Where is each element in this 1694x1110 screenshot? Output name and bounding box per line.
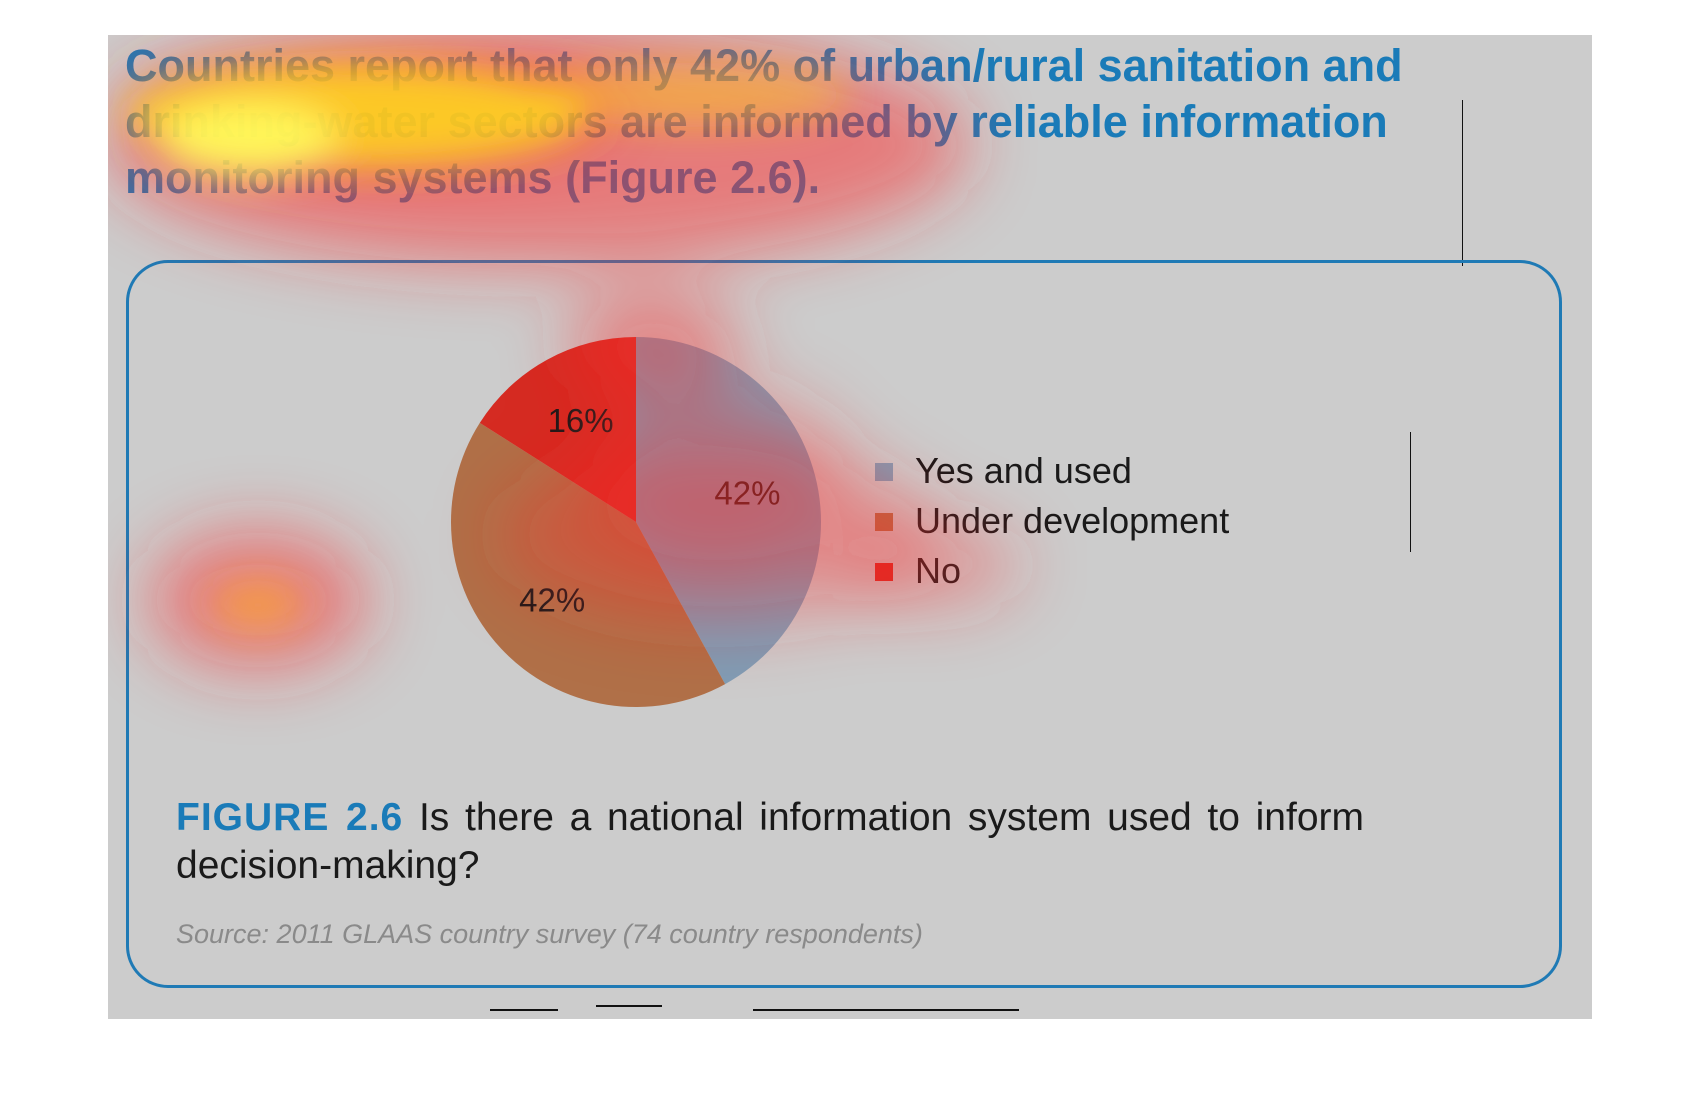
pie-label-no: 16% (548, 402, 614, 439)
legend-swatch-under-development (875, 513, 893, 531)
legend-swatch-yes-and-used (875, 463, 893, 481)
figure-caption-text: Is there a national information system u… (176, 796, 1364, 887)
underline-stub-3 (753, 1009, 1019, 1011)
chart-legend: Yes and used Under development No (875, 446, 1229, 596)
legend-item-no: No (875, 546, 1229, 596)
legend-label-under-development: Under development (915, 500, 1230, 541)
pie-label-yes-and-used: 42% (714, 474, 780, 511)
pie-label-under-development: 42% (519, 582, 585, 619)
legend-item-under-development: Under development (875, 496, 1229, 546)
figure-caption: FIGURE 2.6 Is there a national informati… (176, 794, 1364, 890)
legend-item-yes-and-used: Yes and used (875, 446, 1229, 496)
legend-swatch-no (875, 563, 893, 581)
figure-label: FIGURE 2.6 (176, 796, 404, 839)
underline-stub-1 (490, 1009, 558, 1011)
divider-line-top (1462, 100, 1463, 266)
legend-label-yes-and-used: Yes and used (915, 450, 1132, 491)
underline-stub-2 (596, 1005, 662, 1007)
divider-line-legend (1410, 432, 1411, 552)
legend-label-no: No (915, 550, 962, 591)
figure-source: Source: 2011 GLAAS country survey (74 co… (176, 919, 923, 949)
